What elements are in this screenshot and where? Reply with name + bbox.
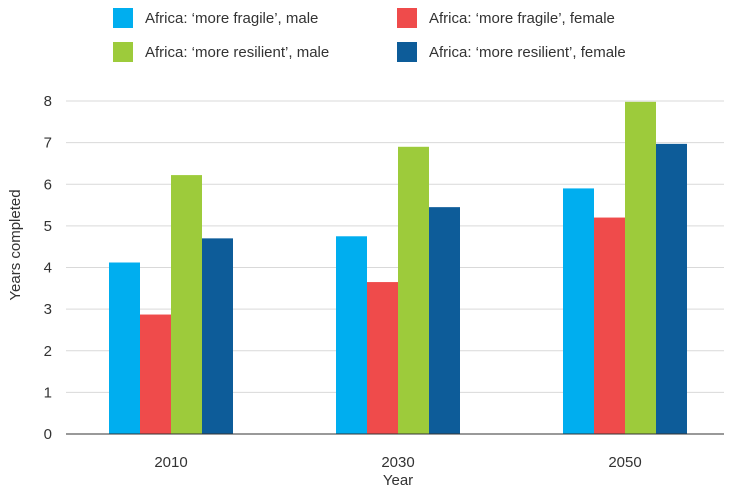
bar-2030-series-1 [367,282,398,434]
y-axis-title: Years completed [7,189,24,300]
y-tick-label: 0 [44,426,52,443]
bar-2050-series-0 [563,188,594,434]
bar-2030-series-2 [398,146,429,434]
y-tick-label: 7 [44,135,52,152]
legend-label: Africa: ‘more fragile’, female [429,9,615,27]
y-tick-label: 8 [44,93,52,110]
legend: Africa: ‘more fragile’, male Africa: ‘mo… [0,0,739,80]
legend-swatch-resilient-female [397,42,417,62]
bar-2030-series-0 [336,236,367,434]
legend-swatch-fragile-female [397,8,417,28]
y-tick-label: 1 [44,384,52,401]
legend-label: Africa: ‘more resilient’, male [145,43,330,61]
bar-2010-series-0 [109,262,140,434]
y-tick-label: 3 [44,301,52,318]
y-tick-label: 6 [44,176,52,193]
x-axis-title: Year [383,472,413,489]
y-tick-label: 4 [44,260,52,277]
bar-2050-series-1 [594,217,625,434]
bar-2010-series-1 [140,314,171,434]
legend-item-resilient-male: Africa: ‘more resilient’, male [113,42,329,62]
bar-2030-series-3 [429,207,460,434]
y-tick-label: 2 [44,343,52,360]
x-tick-label: 2050 [608,454,641,471]
y-tick-label: 5 [44,218,52,235]
bar-2050-series-3 [656,143,687,434]
legend-swatch-fragile-male [113,8,133,28]
bar-2010-series-3 [202,238,233,434]
legend-item-fragile-female: Africa: ‘more fragile’, female [397,8,615,28]
legend-label: Africa: ‘more fragile’, male [145,9,319,27]
legend-item-fragile-male: Africa: ‘more fragile’, male [113,8,318,28]
bar-2010-series-2 [171,175,202,434]
bar-2050-series-2 [625,101,656,435]
legend-item-resilient-female: Africa: ‘more resilient’, female [397,42,626,62]
x-tick-label: 2030 [381,454,414,471]
legend-swatch-resilient-male [113,42,133,62]
legend-label: Africa: ‘more resilient’, female [429,43,626,61]
x-tick-label: 2010 [154,454,187,471]
